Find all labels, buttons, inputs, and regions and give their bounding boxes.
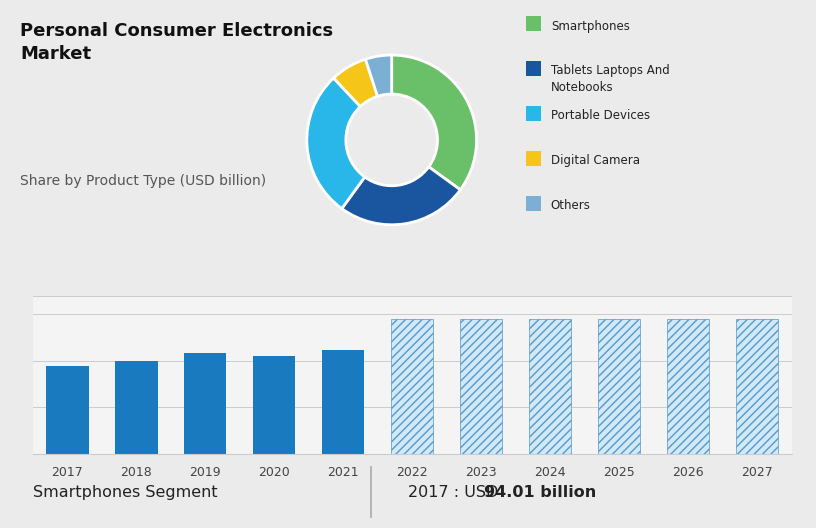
Text: Personal Consumer Electronics
Market: Personal Consumer Electronics Market bbox=[20, 22, 334, 63]
Text: 2017 : USD: 2017 : USD bbox=[408, 485, 503, 500]
Text: 94.01 billion: 94.01 billion bbox=[485, 485, 596, 500]
Bar bbox=[459, 319, 503, 454]
Text: Smartphones Segment: Smartphones Segment bbox=[33, 485, 217, 500]
Bar bbox=[253, 356, 295, 454]
Wedge shape bbox=[342, 167, 460, 225]
Wedge shape bbox=[366, 55, 392, 96]
Bar bbox=[184, 353, 227, 454]
Wedge shape bbox=[334, 59, 378, 107]
Text: Portable Devices: Portable Devices bbox=[551, 109, 650, 122]
Bar bbox=[667, 319, 709, 454]
Text: Digital Camera: Digital Camera bbox=[551, 154, 640, 167]
Bar bbox=[115, 361, 157, 454]
Bar bbox=[529, 319, 571, 454]
Text: Notebooks: Notebooks bbox=[551, 81, 614, 95]
Bar bbox=[391, 319, 433, 454]
Text: Share by Product Type (USD billion): Share by Product Type (USD billion) bbox=[20, 174, 267, 187]
Text: Tablets Laptops And: Tablets Laptops And bbox=[551, 64, 670, 78]
Bar bbox=[46, 366, 88, 454]
Bar bbox=[597, 319, 641, 454]
Text: Smartphones: Smartphones bbox=[551, 20, 630, 33]
Bar bbox=[322, 350, 365, 454]
Wedge shape bbox=[392, 55, 477, 190]
Wedge shape bbox=[307, 78, 365, 209]
Bar bbox=[736, 319, 778, 454]
Text: Others: Others bbox=[551, 199, 591, 212]
